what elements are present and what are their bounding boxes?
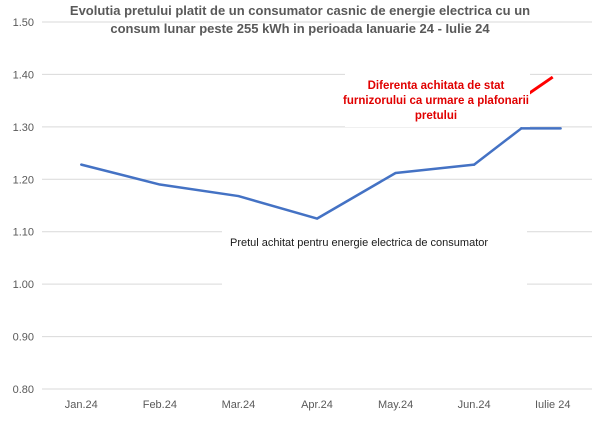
consumer-price-label-bg [222, 230, 527, 285]
y-tick-label-7: 1.50 [13, 17, 34, 29]
chart-title-line-2: consum lunar peste 255 kWh in perioada I… [110, 21, 490, 36]
chart-title-line-1: Evolutia pretului platit de un consumato… [70, 3, 530, 18]
x-tick-label-1: Feb.24 [143, 399, 177, 411]
x-tick-label-6: Iulie 24 [535, 399, 570, 411]
x-tick-label-3: Apr.24 [301, 399, 333, 411]
y-tick-label-1: 0.90 [13, 332, 34, 344]
y-tick-label-6: 1.40 [13, 69, 34, 81]
x-tick-label-4: May.24 [378, 399, 413, 411]
y-tick-label-5: 1.30 [13, 122, 34, 134]
y-tick-label-3: 1.10 [13, 227, 34, 239]
supplier-difference-annotation-line-2: furnizorului ca urmare a plafonarii [343, 95, 529, 107]
y-tick-label-4: 1.20 [13, 174, 34, 186]
supplier-difference-label-bg [345, 62, 530, 127]
y-tick-label-0: 0.80 [13, 384, 34, 396]
x-tick-label-0: Jan.24 [65, 399, 98, 411]
consumer-price-annotation: Pretul achitat pentru energie electrica … [230, 237, 488, 249]
series-line-consumer-price [80, 163, 476, 220]
x-tick-label-5: Jun.24 [458, 399, 491, 411]
series-segment-consumer-price-rise [472, 127, 523, 166]
supplier-difference-annotation-line-3: pretului [415, 110, 457, 122]
x-tick-label-2: Mar.24 [222, 399, 256, 411]
x-axis-ticks: Jan.24 Feb.24 Mar.24 Apr.24 May.24 Jun.24 Iuli… [65, 399, 571, 411]
y-tick-label-2: 1.00 [13, 279, 34, 291]
supplier-difference-annotation-line-1: Diferenta achitata de stat [368, 80, 505, 92]
y-axis-ticks: 0.80 0.90 1.00 1.10 1.20 1.30 1.40 1.50 [13, 17, 34, 396]
